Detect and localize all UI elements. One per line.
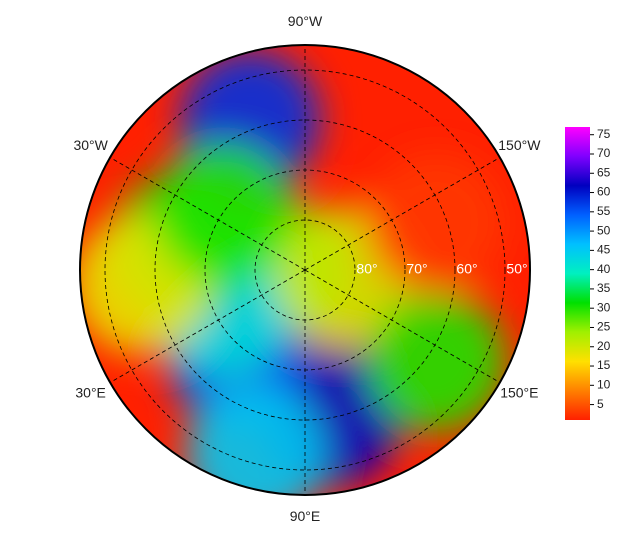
colorbar-tick-label: 10 [597,377,611,391]
field-blobs [80,49,507,495]
field-layer [80,45,530,495]
colorbar-tick-label: 60 [597,185,611,199]
latitude-circle [154,119,456,421]
field-cell [366,152,507,293]
meridian [109,157,306,271]
colorbar-tick-label: 15 [597,358,611,372]
colorbar-tick-label: 5 [597,397,604,411]
colorbar-tick-label: 35 [597,281,611,295]
latitude-circle [104,69,506,471]
colorbar-tick-label: 65 [597,165,611,179]
longitude-label: 90°E [290,508,321,524]
latitude-label: 50° [506,261,527,277]
longitude-label: 30°W [73,137,108,153]
map-border [79,44,531,496]
colorbar-tick-label: 50 [597,223,611,237]
colorbar-tick-label: 70 [597,146,611,160]
latitude-label: 80° [356,261,377,277]
colorbar-tick-label: 20 [597,339,611,353]
colorbar-tick-label: 45 [597,243,611,257]
longitude-label: 30°E [75,384,106,400]
colorbar-tick-label: 25 [597,320,611,334]
colorbar [565,127,590,420]
longitude-label: 150°E [500,384,538,400]
meridian [109,269,306,383]
colorbar-tick-label: 75 [597,127,611,141]
longitude-label: 150°W [498,137,541,153]
longitude-label: 90°W [288,13,323,29]
latitude-label: 60° [456,261,477,277]
colorbar-tick-label: 55 [597,204,611,218]
colorbar-tick-label: 40 [597,262,611,276]
field-cell [366,291,507,432]
graticule: 80° 70° 60° 50° [104,45,528,495]
meridian [304,157,501,271]
latitude-label: 70° [406,261,427,277]
colorbar-tick-label: 30 [597,300,611,314]
meridian [304,269,501,383]
